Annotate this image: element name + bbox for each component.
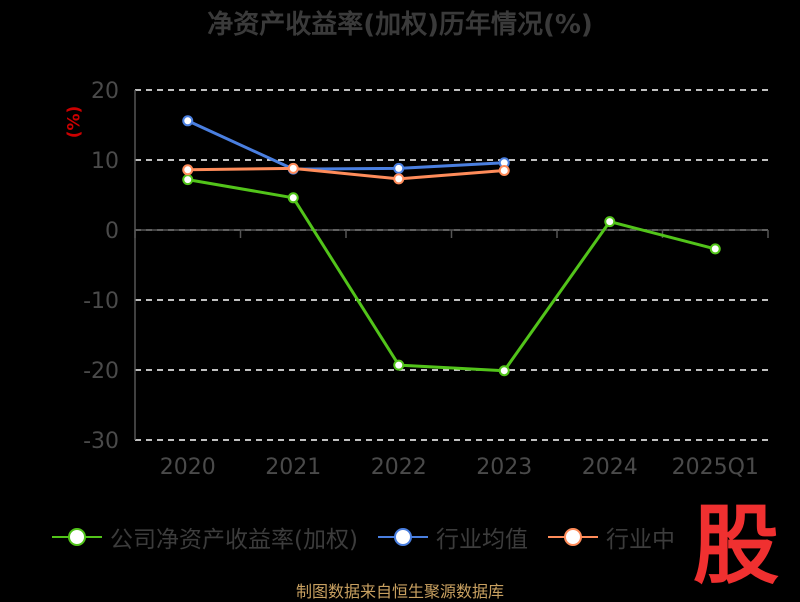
legend-item-company-roe[interactable]: 公司净资产收益率(加权) — [52, 520, 358, 554]
series-point-0 — [709, 243, 721, 255]
series-point-1 — [182, 115, 194, 127]
series-point-2 — [393, 173, 405, 185]
x-tick-label: 2021 — [265, 455, 321, 480]
y-tick-label: -20 — [83, 359, 119, 384]
legend-label-company-roe: 公司净资产收益率(加权) — [110, 527, 358, 553]
data-source-note: 制图数据来自恒生聚源数据库 — [295, 582, 504, 601]
x-tick-label: 2024 — [582, 455, 638, 480]
y-tick-label: 20 — [91, 79, 119, 104]
series-line-2 — [187, 166, 505, 181]
series-point-2 — [287, 162, 299, 174]
legend-item-industry-mean[interactable]: 行业均值 — [377, 520, 528, 554]
legend-label-industry-mean: 行业均值 — [435, 527, 528, 553]
series-point-2 — [182, 164, 194, 176]
x-tick-label: 2025Q1 — [672, 455, 759, 480]
y-tick-label: -10 — [83, 289, 119, 314]
series-point-1 — [393, 162, 405, 174]
x-tick-label: 2020 — [160, 455, 216, 480]
y-tick-label: 10 — [91, 149, 119, 174]
series-line-1 — [187, 119, 505, 171]
x-tick-label: 2022 — [371, 455, 427, 480]
x-tick-label: 2023 — [476, 455, 532, 480]
series-point-0 — [498, 365, 510, 377]
series-line-0 — [187, 178, 716, 373]
series-point-0 — [287, 192, 299, 204]
series-point-0 — [182, 174, 194, 186]
series-point-0 — [604, 216, 616, 228]
y-tick-label: 0 — [105, 219, 119, 244]
legend-swatch-icon — [547, 528, 598, 546]
legend-swatch-marker — [68, 528, 86, 546]
series-point-0 — [393, 359, 405, 371]
brand-logo: 股 — [693, 496, 779, 596]
legend-swatch-icon — [377, 528, 428, 546]
series-point-2 — [498, 165, 510, 176]
legend-item-industry-median[interactable]: 行业中 — [547, 520, 675, 554]
chart-title: 净资产收益率(加权)历年情况(%) — [207, 10, 593, 40]
legend-label-industry-median: 行业中 — [605, 527, 675, 553]
y-tick-label: -30 — [83, 429, 119, 454]
legend-swatch-icon — [52, 528, 102, 546]
chart-legend: 公司净资产收益率(加权) 行业均值 行业中 — [52, 520, 695, 554]
